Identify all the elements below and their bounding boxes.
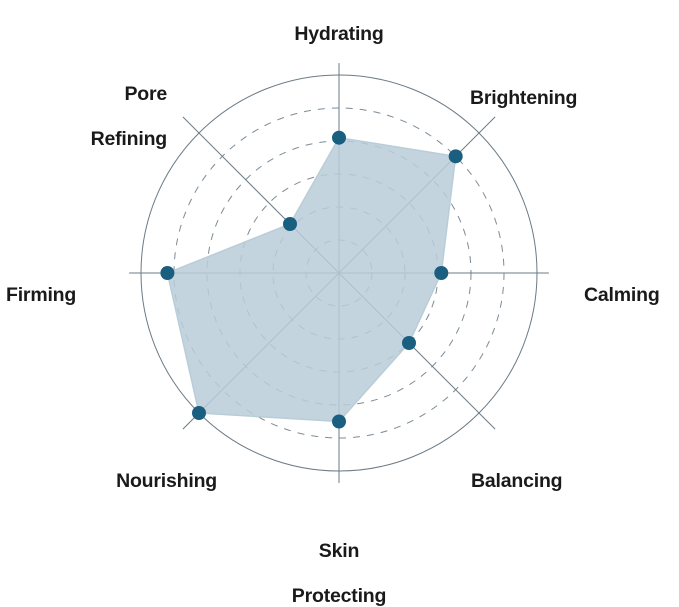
axis-label-hydrating: Hydrating xyxy=(249,0,429,45)
series-area xyxy=(166,136,457,423)
data-point-marker[interactable]: Pore Refining: 2.1 xyxy=(283,217,297,231)
data-point-marker[interactable]: Hydrating: 4.1 xyxy=(332,130,346,145)
axis-label-brightening: Brightening xyxy=(470,64,670,109)
axis-label-calming-text: Calming xyxy=(584,283,660,306)
axis-label-pore-refining-line2: Refining xyxy=(90,127,168,150)
axis-label-skin-protecting: Skin Protecting xyxy=(249,517,429,607)
data-point-marker[interactable]: Skin Protecting: 4.5 xyxy=(332,414,346,429)
axis-label-firming-text: Firming xyxy=(6,283,77,306)
axis-label-balancing: Balancing xyxy=(471,447,671,492)
axis-label-hydrating-text: Hydrating xyxy=(294,22,384,45)
axis-label-pore-refining-line1: Pore xyxy=(124,82,167,105)
outer-ring xyxy=(140,74,538,472)
data-point-marker[interactable]: Firming: 5.2 xyxy=(160,266,175,280)
axis-label-calming: Calming xyxy=(584,261,679,306)
series-polygon xyxy=(166,136,457,423)
data-point-marker[interactable]: Calming: 3.1 xyxy=(434,266,449,280)
axis-label-firming: Firming xyxy=(6,261,126,306)
outer-ring-circle xyxy=(140,74,538,472)
data-point-marker[interactable]: Nourishing: 6 xyxy=(191,406,206,421)
data-point-marker[interactable]: Balancing: 3 xyxy=(402,336,416,350)
axis-label-pore-refining: Pore Refining xyxy=(0,60,168,150)
axis-label-nourishing: Nourishing xyxy=(0,447,217,492)
axis-label-skin-protecting-line2: Protecting xyxy=(291,584,387,607)
axis-label-brightening-text: Brightening xyxy=(470,86,578,109)
data-point-marker[interactable]: Brightening: 5 xyxy=(448,149,463,164)
axis-label-nourishing-text: Nourishing xyxy=(116,469,217,492)
axis-label-balancing-text: Balancing xyxy=(471,469,563,492)
radar-chart-canvas: Hydrating: 4.1 Brightening: 5 Calming: 3.1… xyxy=(129,63,549,483)
axis-label-skin-protecting-line1: Skin xyxy=(318,539,360,562)
series-markers: Hydrating: 4.1 Brightening: 5 Calming: 3.1… xyxy=(160,130,463,429)
